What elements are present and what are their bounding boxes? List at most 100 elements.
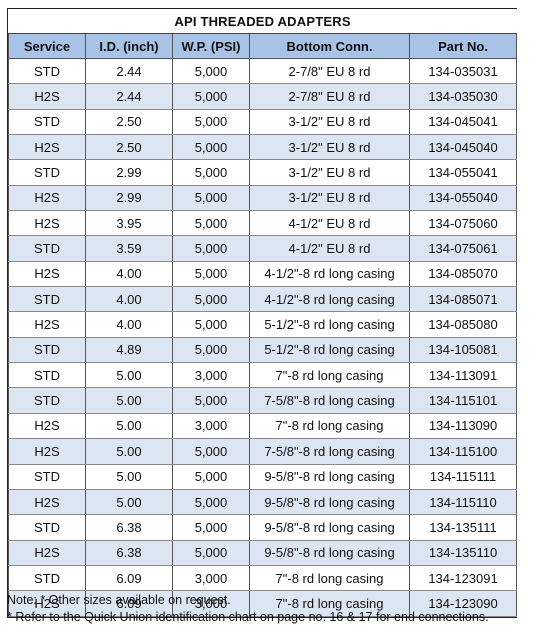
table-row: STD 4.00 5,000 4-1/2"-8 rd long casing 134-0… [8,286,518,313]
cell-part-no: 134-035030 [408,83,518,110]
cell-service: H2S [8,540,86,566]
table-row: H2S 4.00 5,000 4-1/2"-8 rd long casing 134-0… [8,261,518,288]
cell-part-no: 134-075061 [408,235,518,262]
cell-service: STD [8,235,86,262]
cell-part-no: 134-085070 [408,261,518,288]
cell-wp: 5,000 [172,489,250,516]
cell-service: H2S [8,134,86,161]
cell-service: H2S [8,261,86,288]
note-line-1: Note: * Other sizes available on request… [7,593,231,607]
cell-wp: 5,000 [172,464,250,490]
column-header-service: Service [8,33,86,59]
cell-id: 6.38 [85,540,173,566]
cell-part-no: 134-115111 [408,464,518,490]
cell-part-no: 134-115101 [408,387,518,414]
cell-service: STD [8,58,86,85]
cell-wp: 5,000 [172,159,250,186]
cell-id: 2.99 [85,159,173,186]
cell-id: 3.95 [85,210,173,237]
cell-bottom-conn: 4-1/2"-8 rd long casing [249,286,410,313]
cell-wp: 5,000 [172,185,250,212]
adapters-table: API THREADED ADAPTERS Service I.D. (inch… [8,9,518,617]
cell-wp: 5,000 [172,438,250,465]
cell-service: H2S [8,311,86,338]
cell-id: 6.09 [85,565,173,592]
table-title: API THREADED ADAPTERS [8,9,517,34]
cell-id: 5.00 [85,464,173,490]
table-row: STD 2.99 5,000 3-1/2" EU 8 rd 134-055041 [8,159,518,186]
table-row: STD 6.09 3,000 7"-8 rd long casing 134-12309… [8,565,518,592]
cell-wp: 5,000 [172,286,250,313]
cell-wp: 5,000 [172,387,250,414]
cell-service: STD [8,565,86,592]
table-row: STD 2.44 5,000 2-7/8" EU 8 rd 134-035031 [8,58,518,85]
cell-id: 2.44 [85,58,173,85]
cell-wp: 5,000 [172,540,250,566]
cell-bottom-conn: 9-5/8"-8 rd long casing [249,514,410,541]
cell-bottom-conn: 2-7/8" EU 8 rd [249,83,410,110]
column-header-bottom-conn: Bottom Conn. [249,33,410,59]
cell-wp: 3,000 [172,565,250,592]
cell-id: 6.09 [85,590,173,617]
cell-service: STD [8,362,86,389]
table-row: STD 5.00 5,000 9-5/8"-8 rd long casing 134-1… [8,464,518,490]
table-row: H2S 5.00 5,000 7-5/8"-8 rd long casing 134-1… [8,438,518,465]
table-row: H2S 6.38 5,000 9-5/8"-8 rd long casing 134-1… [8,540,518,566]
cell-part-no: 134-075060 [408,210,518,237]
cell-id: 3.59 [85,235,173,262]
cell-service: H2S [8,590,86,617]
cell-part-no: 134-115110 [408,489,518,516]
table-row: H2S 2.50 5,000 3-1/2" EU 8 rd 134-045040 [8,134,518,161]
cell-id: 2.44 [85,83,173,110]
cell-wp: 3,000 [172,590,250,617]
cell-service: STD [8,464,86,490]
cell-wp: 5,000 [172,58,250,85]
cell-wp: 3,000 [172,362,250,389]
cell-part-no: 134-035031 [408,58,518,85]
table-row: H2S 5.00 5,000 9-5/8"-8 rd long casing 134-1… [8,489,518,516]
note-line-2: * Refer to the Quick Union identificatio… [7,610,489,624]
cell-wp: 5,000 [172,514,250,541]
cell-wp: 5,000 [172,210,250,237]
cell-wp: 5,000 [172,109,250,136]
column-header-part-no: Part No. [408,33,518,59]
cell-wp: 5,000 [172,134,250,161]
cell-id: 4.00 [85,286,173,313]
cell-bottom-conn: 7-5/8"-8 rd long casing [249,387,410,414]
cell-part-no: 134-085080 [408,311,518,338]
cell-wp: 5,000 [172,235,250,262]
cell-service: H2S [8,413,86,440]
cell-bottom-conn: 5-1/2"-8 rd long casing [249,337,410,364]
table-row: STD 5.00 5,000 7-5/8"-8 rd long casing 134-1… [8,387,518,414]
table-row: STD 5.00 3,000 7"-8 rd long casing 134-11309… [8,362,518,389]
cell-service: STD [8,159,86,186]
cell-service: STD [8,514,86,541]
cell-bottom-conn: 4-1/2" EU 8 rd [249,210,410,237]
table-body: STD 2.44 5,000 2-7/8" EU 8 rd 134-035031 H2S 2… [8,58,518,617]
cell-bottom-conn: 4-1/2"-8 rd long casing [249,261,410,288]
cell-wp: 5,000 [172,337,250,364]
table-row: H2S 4.00 5,000 5-1/2"-8 rd long casing 134-0… [8,311,518,338]
column-header-id: I.D. (inch) [85,33,173,59]
cell-wp: 3,000 [172,413,250,440]
cell-bottom-conn: 7-5/8"-8 rd long casing [249,438,410,465]
cell-bottom-conn: 3-1/2" EU 8 rd [249,185,410,212]
cell-service: STD [8,387,86,414]
cell-service: H2S [8,210,86,237]
column-header-wp: W.P. (PSI) [172,33,250,59]
cell-id: 5.00 [85,362,173,389]
cell-id: 2.99 [85,185,173,212]
cell-part-no: 134-123091 [408,565,518,592]
cell-part-no: 134-135111 [408,514,518,541]
cell-service: STD [8,337,86,364]
cell-id: 5.00 [85,438,173,465]
cell-id: 5.00 [85,413,173,440]
cell-service: H2S [8,185,86,212]
table-row: H2S 2.44 5,000 2-7/8" EU 8 rd 134-035030 [8,83,518,110]
table-row: H2S 3.95 5,000 4-1/2" EU 8 rd 134-075060 [8,210,518,237]
cell-bottom-conn: 3-1/2" EU 8 rd [249,134,410,161]
cell-part-no: 134-045040 [408,134,518,161]
cell-service: STD [8,109,86,136]
cell-service: H2S [8,438,86,465]
cell-bottom-conn: 4-1/2" EU 8 rd [249,235,410,262]
